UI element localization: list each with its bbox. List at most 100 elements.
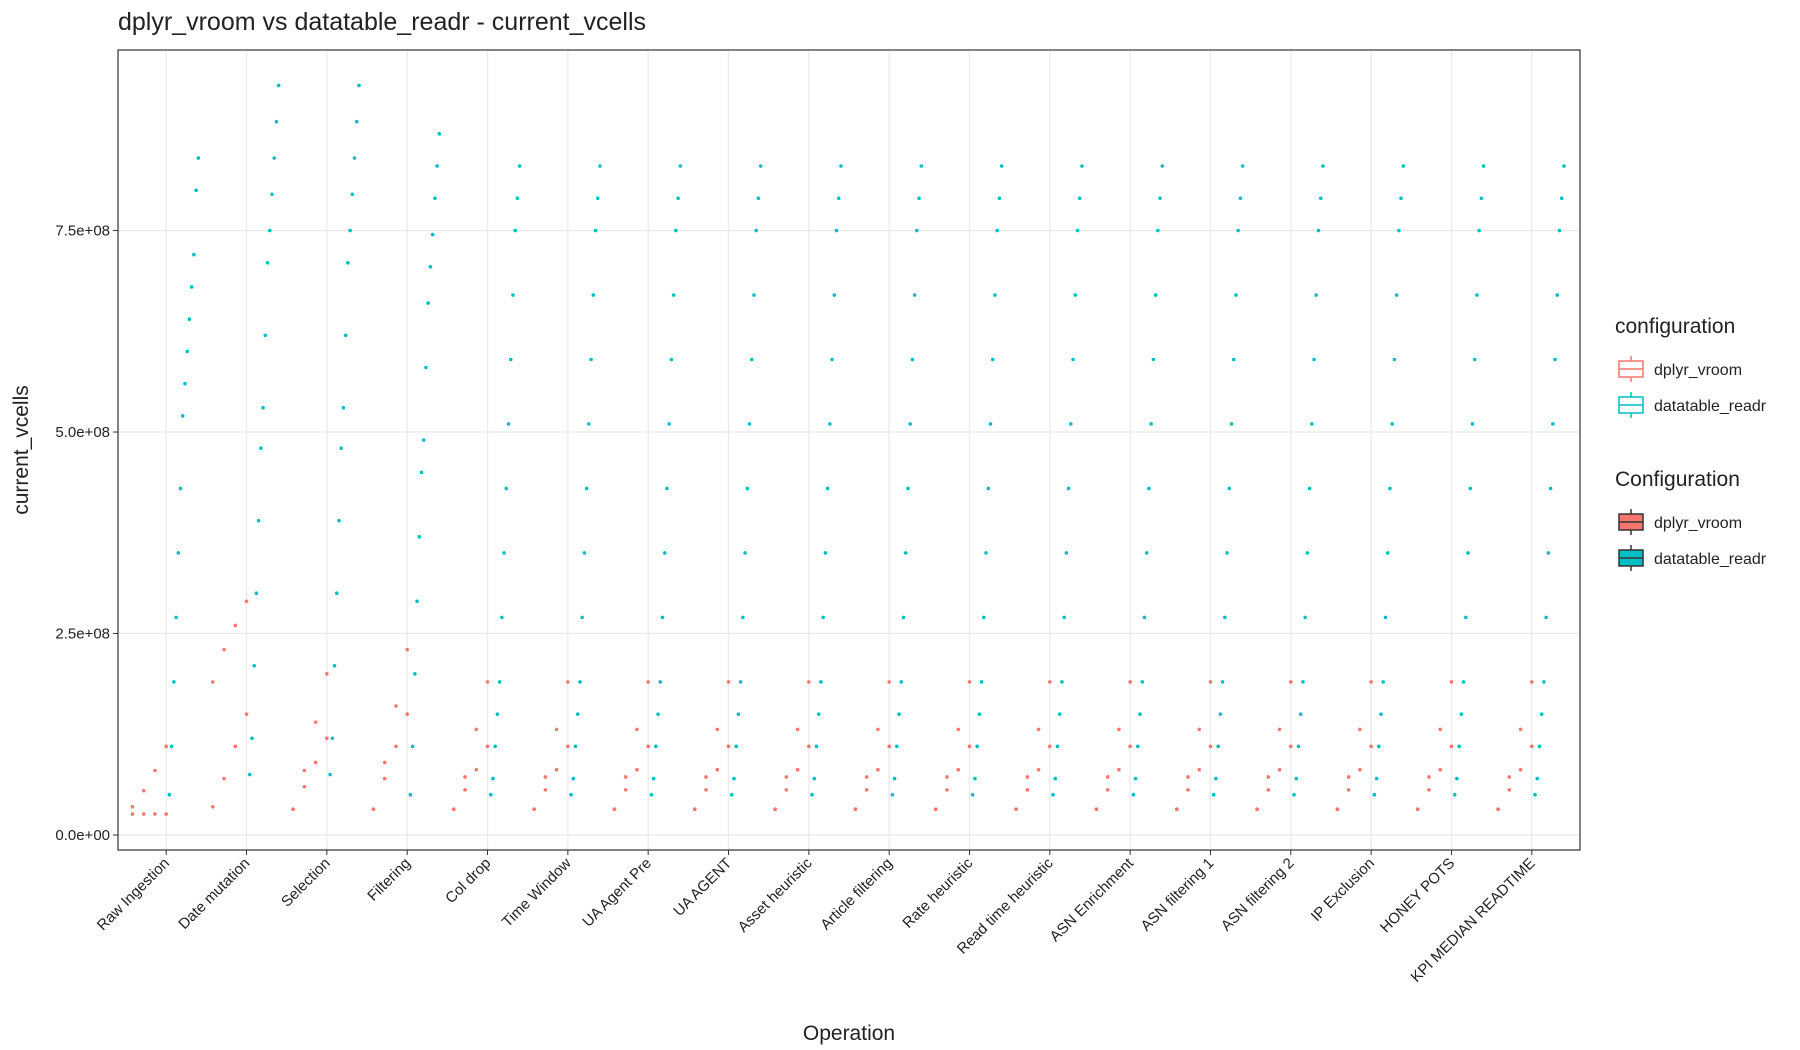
data-point — [517, 164, 522, 168]
x-tick-label: Date mutation — [175, 855, 253, 933]
data-point — [1518, 767, 1523, 772]
data-point — [1314, 293, 1319, 297]
legend-label: dplyr_vroom — [1654, 362, 1742, 379]
data-point — [394, 744, 398, 749]
data-point — [1036, 767, 1041, 772]
data-point — [244, 712, 249, 716]
data-point — [912, 293, 917, 297]
data-point — [1025, 775, 1030, 779]
data-point — [511, 293, 515, 297]
data-point — [421, 438, 426, 442]
data-point — [1555, 293, 1560, 297]
data-point — [417, 535, 422, 539]
data-point — [667, 422, 671, 426]
data-point — [222, 647, 226, 652]
data-point — [662, 551, 667, 555]
data-point — [1289, 680, 1293, 684]
data-point — [1553, 357, 1557, 362]
y-tick-label: 7.5e+08 — [55, 223, 110, 240]
data-point — [1535, 776, 1540, 781]
data-point — [832, 293, 837, 297]
data-point — [435, 164, 439, 168]
data-point — [554, 767, 559, 772]
data-point — [1142, 615, 1147, 620]
data-point — [1548, 486, 1553, 491]
data-point — [1225, 551, 1229, 555]
data-point — [1048, 744, 1052, 749]
data-point — [1321, 164, 1325, 168]
data-point — [1174, 807, 1179, 812]
data-point — [488, 792, 493, 797]
data-point — [313, 760, 318, 765]
data-point — [945, 775, 949, 779]
data-point — [419, 470, 424, 475]
data-point — [1427, 788, 1431, 792]
data-point — [901, 615, 906, 620]
data-point — [752, 293, 756, 297]
data-point — [999, 164, 1004, 168]
data-point — [1053, 776, 1058, 781]
data-point — [325, 736, 329, 741]
data-point — [595, 196, 600, 201]
data-point — [1105, 775, 1110, 779]
data-point — [174, 615, 178, 620]
data-point — [945, 788, 949, 792]
data-point — [413, 672, 417, 676]
data-point — [1128, 680, 1132, 684]
data-point — [424, 365, 428, 370]
data-point — [1051, 792, 1055, 797]
data-point — [1533, 792, 1537, 797]
data-point — [1231, 357, 1236, 362]
data-point — [513, 228, 517, 233]
data-point — [704, 775, 708, 779]
data-point — [1310, 422, 1314, 426]
data-point — [903, 551, 908, 555]
data-point — [732, 776, 736, 781]
data-point — [169, 744, 174, 749]
data-point — [1496, 807, 1500, 812]
data-point — [354, 119, 359, 124]
plot-border — [117, 49, 1581, 851]
x-tick-label: ASN Enrichment — [1047, 854, 1138, 945]
data-point — [1186, 775, 1190, 779]
data-point — [749, 357, 754, 362]
data-point — [515, 196, 520, 201]
legend-key — [1617, 355, 1645, 383]
data-point — [430, 232, 435, 237]
data-point — [984, 551, 988, 555]
data-point — [233, 623, 238, 628]
data-point — [807, 744, 811, 749]
data-point — [864, 788, 869, 792]
data-point — [497, 680, 502, 684]
legend-label: datatable_readr — [1654, 551, 1767, 568]
data-point — [853, 807, 858, 812]
data-point — [334, 591, 339, 596]
data-point — [956, 727, 961, 732]
data-point — [1220, 680, 1225, 684]
data-point — [1227, 486, 1232, 491]
data-point — [834, 228, 839, 233]
data-point — [543, 775, 548, 779]
data-point — [1077, 196, 1082, 201]
data-point — [1255, 807, 1259, 812]
data-point — [784, 775, 789, 779]
data-point — [192, 252, 196, 257]
data-point — [933, 807, 938, 812]
data-point — [1507, 775, 1512, 779]
data-point — [1346, 775, 1351, 779]
data-point — [635, 727, 639, 732]
data-point — [357, 83, 361, 88]
data-point — [463, 775, 467, 779]
data-point — [678, 164, 683, 168]
data-point — [726, 680, 731, 684]
data-point — [254, 591, 259, 596]
data-point — [1147, 486, 1151, 491]
data-point — [816, 712, 821, 716]
data-point — [1438, 727, 1443, 732]
data-point — [825, 486, 830, 491]
data-point — [276, 83, 281, 88]
data-point — [130, 805, 135, 809]
data-point — [346, 260, 350, 265]
data-point — [352, 156, 357, 160]
data-point — [671, 293, 676, 297]
